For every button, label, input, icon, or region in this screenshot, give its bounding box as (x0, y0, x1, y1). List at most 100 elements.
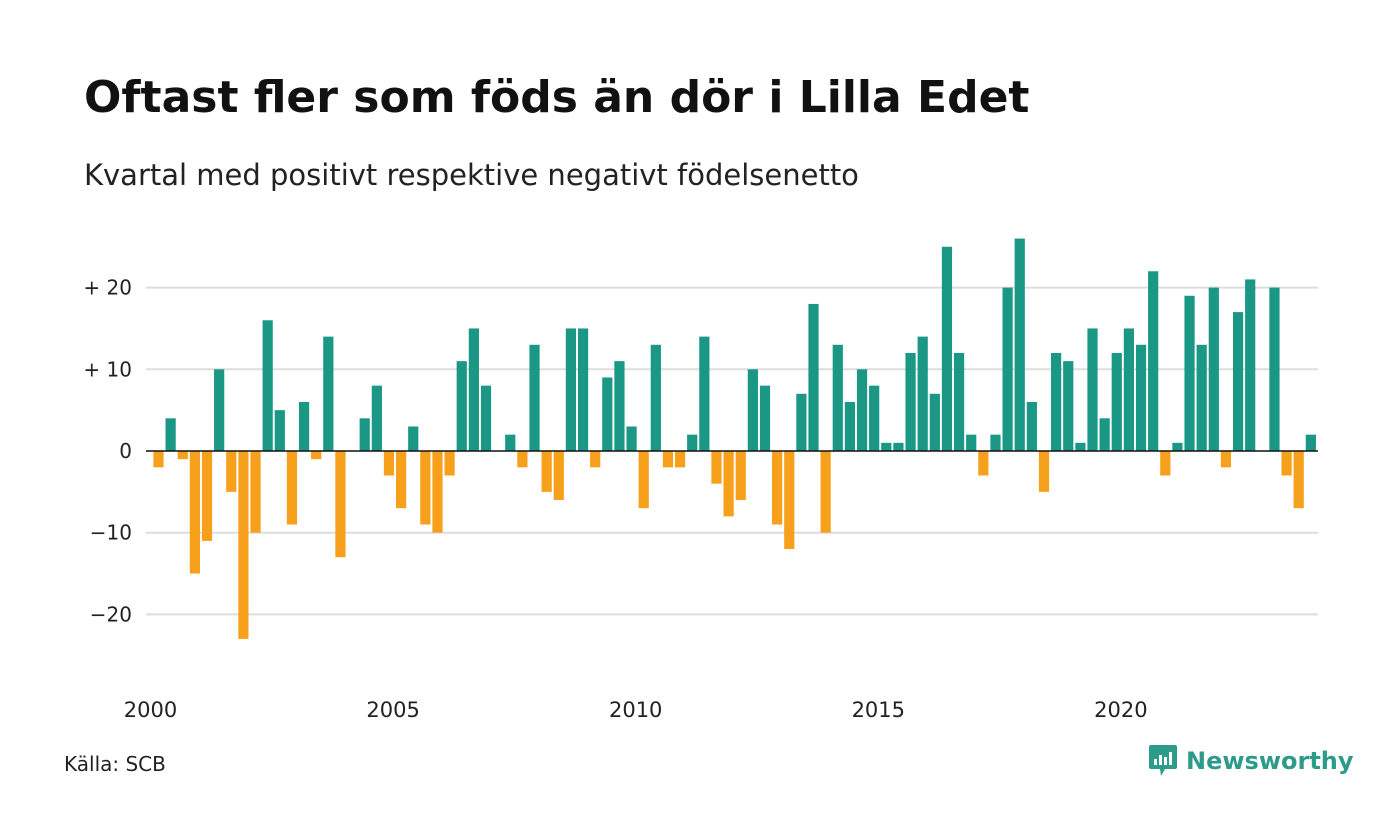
bar-negative (226, 451, 237, 492)
bar-positive (1099, 418, 1110, 451)
bar-positive (893, 442, 904, 451)
brand-logo[interactable]: Newsworthy (1148, 744, 1354, 778)
bar-positive (1208, 287, 1219, 451)
brand-name: Newsworthy (1186, 747, 1354, 775)
bar-negative (383, 451, 395, 476)
bar-positive (1051, 352, 1062, 451)
bar-negative (1281, 451, 1292, 476)
bar-positive (905, 352, 916, 451)
bar-positive (869, 385, 880, 451)
bar-positive (1232, 312, 1244, 451)
bar-positive (747, 369, 758, 451)
bar-positive (966, 434, 977, 451)
bar-positive (165, 418, 176, 451)
bar-positive (832, 344, 843, 451)
bar-positive (298, 401, 310, 451)
bar-positive (1014, 238, 1025, 451)
x-axis-ticks: 2000 2005 2010 2015 2020 (124, 698, 1148, 722)
bar-negative (153, 451, 164, 468)
bar-positive (577, 328, 589, 451)
bar-positive (1305, 434, 1316, 451)
chart-title: Oftast fler som föds än dör i Lilla Edet (84, 72, 1030, 123)
bar-positive (953, 352, 965, 451)
bar-negative (444, 451, 455, 476)
bar-positive (844, 401, 856, 451)
bar-positive (323, 336, 334, 451)
bar-positive (408, 426, 419, 451)
bar-positive (1269, 287, 1280, 451)
y-tick-label: −10 (90, 521, 132, 545)
bar-negative (517, 451, 528, 468)
bar-positive (699, 336, 710, 451)
bar-positive (990, 434, 1001, 451)
y-tick-label: + 20 (83, 276, 132, 300)
bar-positive (1026, 401, 1037, 451)
bar-negative (396, 451, 407, 509)
bar-positive (505, 434, 516, 451)
bar-positive (371, 385, 382, 451)
bar-positive (1148, 271, 1159, 451)
bar-positive (1123, 328, 1134, 451)
bar-negative (1038, 451, 1050, 492)
bar-positive (1172, 442, 1183, 451)
bar-positive (650, 344, 661, 451)
x-tick-label: 2005 (366, 698, 419, 722)
bar-negative (638, 451, 649, 509)
bar-positive (480, 385, 492, 451)
bar-negative (432, 451, 443, 533)
bar-positive (626, 426, 637, 451)
bar-negative (772, 451, 783, 525)
bar-negative (723, 451, 734, 517)
bar-positive (1184, 295, 1195, 451)
bar-positive (1087, 328, 1098, 451)
bar-positive (214, 369, 225, 451)
x-tick-label: 2000 (124, 698, 177, 722)
bar-negative (1220, 451, 1232, 468)
bar-positive (274, 410, 285, 451)
bar-positive (1135, 344, 1147, 451)
bars (153, 238, 1316, 639)
bar-positive (468, 328, 479, 451)
bar-positive (456, 361, 467, 451)
bar-negative (711, 451, 722, 484)
bar-negative (978, 451, 989, 476)
bar-negative (590, 451, 601, 468)
bar-chart: + 20 + 10 0 −10 −20 2000 2005 2010 2015 2020 (83, 238, 1318, 722)
bar-negative (541, 451, 552, 492)
bar-positive (359, 418, 370, 451)
bar-negative (553, 451, 564, 501)
x-tick-label: 2015 (852, 698, 905, 722)
newsworthy-logo-icon (1149, 745, 1177, 776)
bar-negative (311, 451, 322, 460)
bar-positive (1245, 279, 1256, 451)
bar-negative (189, 451, 200, 574)
y-tick-label: 0 (119, 439, 132, 463)
bar-negative (420, 451, 431, 525)
bar-positive (856, 369, 868, 451)
y-tick-label: −20 (90, 602, 132, 626)
y-axis-ticks: + 20 + 10 0 −10 −20 (83, 276, 132, 627)
bar-negative (662, 451, 674, 468)
bar-positive (929, 393, 940, 451)
bar-positive (759, 385, 771, 451)
bar-positive (808, 303, 819, 451)
bar-positive (1002, 287, 1013, 451)
bar-negative (238, 451, 249, 639)
bar-negative (1160, 451, 1171, 476)
bar-negative (335, 451, 346, 558)
bar-positive (614, 361, 625, 451)
bar-negative (1293, 451, 1304, 509)
bar-negative (674, 451, 686, 468)
bar-positive (941, 246, 953, 451)
chart-subtitle: Kvartal med positivt respektive negativt… (84, 158, 859, 192)
bar-positive (1111, 352, 1122, 451)
bar-positive (1196, 344, 1207, 451)
x-tick-label: 2010 (609, 698, 662, 722)
x-tick-label: 2020 (1094, 698, 1147, 722)
bar-negative (177, 451, 188, 460)
bar-positive (881, 442, 892, 451)
bar-negative (784, 451, 795, 550)
bar-negative (201, 451, 213, 541)
bar-negative (735, 451, 746, 501)
bar-positive (262, 320, 273, 451)
